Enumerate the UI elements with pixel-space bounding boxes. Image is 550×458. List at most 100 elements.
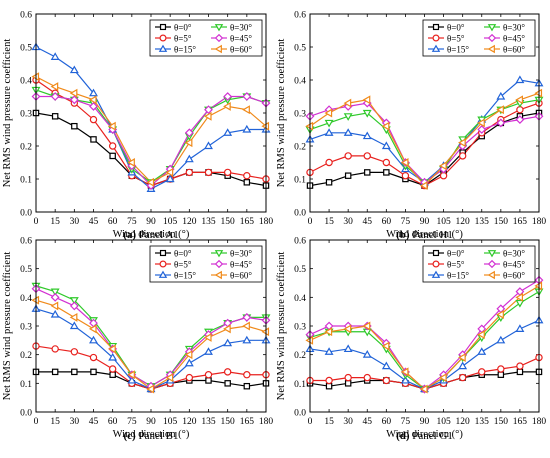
x-tick-label: 105 (436, 417, 451, 427)
data-point (362, 131, 372, 140)
data-point (127, 158, 135, 167)
legend-marker (159, 34, 167, 42)
y-axis-label: Net RMS wind pressure coefficient (2, 39, 13, 188)
panel-caption: (b) Panel H1 (396, 229, 453, 241)
x-tick-label: 150 (494, 217, 509, 227)
x-tick-label: 0 (308, 417, 313, 427)
panel-caption: (d) Panel G1 (396, 430, 453, 442)
data-point (108, 365, 117, 373)
data-point (51, 345, 59, 353)
y-tick-label: 0.3 (294, 110, 306, 120)
x-tick-label: 60 (108, 217, 118, 227)
data-point (362, 321, 371, 331)
data-point (324, 327, 333, 337)
chart-panel-3: 0 15 30 45 60 75 90 105 120 135 150 165 180 0.0 0.1 0.2… (2, 237, 273, 443)
series-line-4 (35, 285, 266, 387)
panel-letter: (b) (396, 229, 410, 241)
data-point (184, 154, 194, 163)
data-point (344, 373, 352, 382)
data-point (242, 312, 252, 322)
panel-caption: (c) Panel B1 (124, 430, 179, 442)
data-point (184, 350, 193, 360)
chart-panel-2: 0 15 30 45 60 75 90 105 120 135 150 165 180 0.0 0.1 0.2… (276, 11, 546, 242)
x-tick-label: 0 (34, 417, 39, 427)
data-point (203, 111, 212, 121)
panel-name: Panel A1 (139, 229, 179, 241)
legend-marker (487, 24, 497, 32)
data-point (381, 141, 391, 150)
y-tick-label: 0.0 (20, 209, 32, 219)
data-point (69, 88, 78, 98)
legend-label: θ=5° (174, 259, 192, 269)
legend-label: θ=0° (447, 22, 465, 32)
plot-frame (309, 13, 540, 213)
legend-label: θ=60° (503, 270, 525, 280)
data-point (50, 292, 60, 302)
data-point (343, 113, 353, 121)
plot-frame (35, 239, 267, 413)
data-point (515, 115, 525, 125)
data-point (242, 321, 250, 331)
legend-marker (214, 24, 224, 32)
data-point (109, 371, 116, 378)
x-tick-label: 90 (420, 417, 430, 427)
x-tick-label: 180 (259, 417, 274, 427)
legend-marker (487, 33, 497, 43)
data-point (438, 161, 447, 171)
data-point (364, 169, 371, 176)
y-tick-label: 0.5 (20, 265, 32, 275)
x-tick-label: 45 (363, 217, 373, 227)
x-tick-label: 165 (240, 417, 255, 427)
data-point (458, 373, 467, 382)
x-tick-label: 120 (182, 417, 197, 427)
data-point (325, 376, 333, 385)
legend-label: θ=15° (174, 44, 196, 54)
data-point (89, 115, 98, 124)
y-tick-label: 0.1 (294, 176, 306, 186)
data-point (477, 125, 487, 134)
x-tick-label: 75 (127, 417, 137, 427)
x-tick-label: 90 (146, 417, 156, 427)
legend-marker (431, 44, 441, 52)
data-point (223, 101, 231, 111)
x-tick-label: 15 (50, 217, 60, 227)
x-tick-label: 165 (240, 217, 255, 227)
x-tick-label: 105 (436, 217, 451, 227)
legend-box (149, 19, 263, 57)
x-tick-label: 135 (475, 417, 490, 427)
x-tick-label: 180 (532, 217, 547, 227)
y-tick-label: 0.6 (20, 237, 32, 247)
data-point (515, 95, 523, 105)
panel-name: Panel B1 (138, 430, 178, 442)
data-point (243, 171, 251, 180)
legend-label: θ=30° (230, 248, 252, 258)
data-point (109, 152, 116, 160)
data-point (324, 128, 334, 136)
data-point (383, 169, 390, 176)
series-line-5 (309, 102, 540, 184)
data-point (108, 344, 116, 354)
y-tick-label: 0.1 (20, 380, 32, 390)
data-point (223, 168, 232, 177)
legend: θ=0°θ=5°θ=15° θ=30°θ=45°θ=60° (149, 19, 263, 57)
series-line-5 (36, 95, 267, 187)
data-point (343, 98, 352, 108)
x-tick-label: 30 (70, 217, 80, 227)
data-point (381, 361, 391, 370)
series-line-4 (309, 99, 540, 184)
legend-marker (214, 250, 224, 258)
legend-label: θ=5° (174, 33, 192, 43)
series-line-2 (35, 79, 267, 187)
data-point (185, 373, 194, 382)
legend: θ=0°θ=5°θ=15° θ=30°θ=45°θ=60° (422, 245, 536, 283)
data-point (324, 347, 334, 355)
data-point (50, 52, 60, 60)
data-point (516, 368, 524, 376)
x-tick-label: 0 (34, 217, 39, 227)
legend-marker (432, 34, 440, 42)
panel-name: Panel H1 (412, 229, 453, 241)
data-point (401, 171, 410, 180)
data-point (89, 88, 98, 97)
x-tick-label: 45 (89, 417, 99, 427)
x-tick-label: 90 (146, 217, 156, 227)
